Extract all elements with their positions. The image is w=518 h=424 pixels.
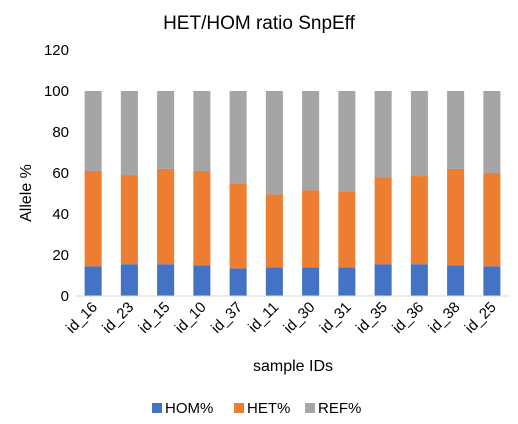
legend-label-ref: REF% [318, 400, 361, 417]
x-tick-label: id_15 [135, 299, 173, 337]
y-axis-ticks: 0 20 40 60 80 100 120 [44, 42, 69, 305]
bar-het-id_36 [410, 176, 428, 265]
y-tick-label: 100 [44, 83, 69, 100]
bar-ref-id_11 [265, 91, 283, 195]
bar-het-id_30 [302, 190, 320, 268]
x-tick-label: id_11 [245, 299, 282, 336]
y-axis-title: Allele % [18, 164, 35, 222]
y-tick-label: 20 [52, 247, 69, 264]
bar-het-id_15 [157, 168, 175, 265]
bar-hom-id_16 [84, 266, 102, 296]
y-tick-label: 60 [52, 165, 69, 182]
bar-hom-id_36 [410, 264, 428, 296]
x-tick-label: id_36 [389, 299, 427, 337]
bar-ref-id_25 [483, 91, 501, 173]
bar-het-id_35 [374, 177, 392, 265]
bar-hom-id_31 [338, 267, 356, 296]
bar-het-id_16 [84, 170, 102, 267]
bar-hom-id_23 [120, 264, 138, 296]
bar-ref-id_23 [120, 91, 138, 176]
x-tick-label: id_25 [462, 299, 500, 337]
y-tick-label: 80 [52, 124, 69, 141]
bar-het-id_38 [447, 168, 465, 266]
y-tick-label: 120 [44, 42, 69, 59]
x-tick-label: id_38 [425, 299, 463, 337]
legend-swatch-het [234, 403, 244, 413]
x-tick-label: id_23 [99, 299, 137, 337]
bar-het-id_37 [229, 183, 247, 269]
bar-ref-id_10 [193, 91, 211, 171]
bar-hom-id_30 [302, 267, 320, 296]
bar-ref-id_31 [338, 91, 356, 192]
y-tick-label: 0 [61, 288, 69, 305]
bar-hom-id_37 [229, 268, 247, 296]
bar-ref-id_16 [84, 91, 102, 171]
bar-het-id_10 [193, 170, 211, 266]
bar-hom-id_35 [374, 264, 392, 296]
legend-swatch-ref [305, 403, 315, 413]
bar-hom-id_25 [483, 266, 501, 296]
legend: HOM% HET% REF% [152, 400, 361, 417]
bar-ref-id_36 [410, 91, 428, 177]
bar-hom-id_10 [193, 265, 211, 296]
bar-hom-id_11 [265, 267, 283, 296]
bar-hom-id_38 [447, 265, 465, 296]
bar-ref-id_38 [447, 91, 465, 169]
bar-het-id_23 [120, 175, 138, 265]
x-axis-title: sample IDs [253, 358, 333, 375]
bar-ref-id_15 [157, 91, 175, 169]
legend-label-het: HET% [247, 400, 290, 417]
y-tick-label: 40 [52, 206, 69, 223]
x-tick-label: id_30 [280, 299, 318, 337]
legend-swatch-hom [152, 403, 162, 413]
chart-title: HET/HOM ratio SnpEff [163, 13, 356, 34]
legend-label-hom: HOM% [165, 400, 213, 417]
bar-ref-id_30 [302, 91, 320, 191]
x-tick-label: id_35 [353, 299, 391, 337]
bars [84, 91, 501, 296]
x-tick-label: id_31 [317, 299, 355, 337]
x-tick-label: id_37 [208, 299, 246, 337]
bar-hom-id_15 [157, 264, 175, 296]
bar-ref-id_35 [374, 91, 392, 178]
bar-ref-id_37 [229, 91, 247, 184]
x-tick-label: id_10 [172, 299, 210, 337]
bar-het-id_25 [483, 173, 501, 267]
bar-het-id_11 [265, 194, 283, 268]
bar-het-id_31 [338, 191, 356, 268]
